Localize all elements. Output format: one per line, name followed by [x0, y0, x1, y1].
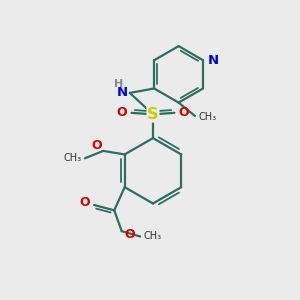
Text: N: N	[208, 54, 219, 67]
Text: O: O	[124, 228, 135, 241]
Text: S: S	[147, 107, 159, 122]
Text: O: O	[179, 106, 190, 119]
Text: CH₃: CH₃	[144, 232, 162, 242]
Text: O: O	[91, 139, 102, 152]
Text: O: O	[116, 106, 127, 119]
Text: N: N	[117, 86, 128, 99]
Text: CH₃: CH₃	[63, 153, 81, 163]
Text: O: O	[80, 196, 91, 209]
Text: H: H	[114, 80, 123, 89]
Text: CH₃: CH₃	[199, 112, 217, 122]
